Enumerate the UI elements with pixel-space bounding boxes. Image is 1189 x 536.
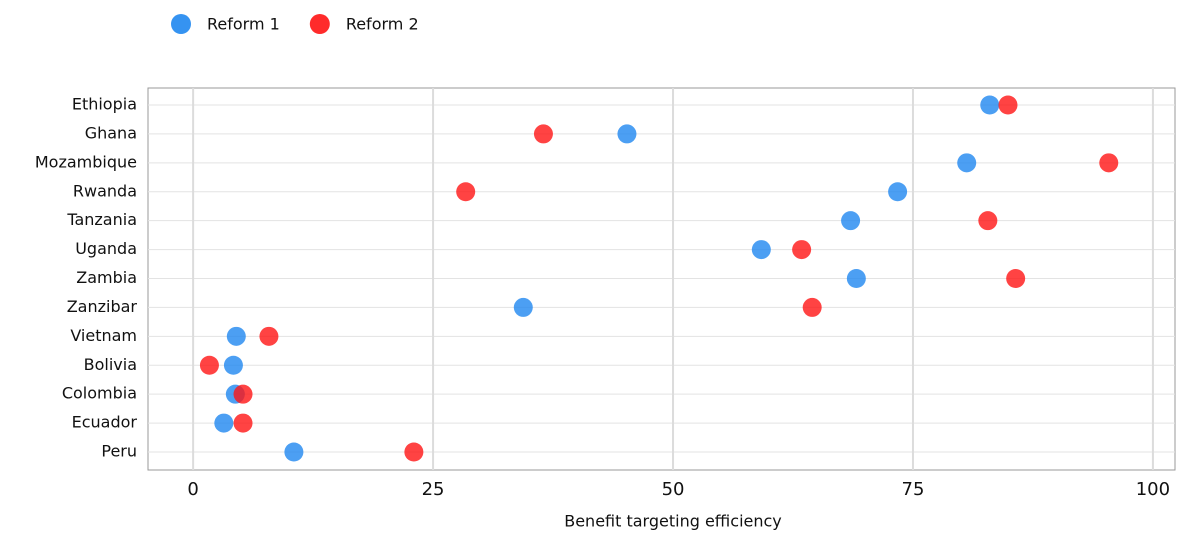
- dot: [456, 182, 476, 202]
- legend-label: Reform 2: [346, 15, 419, 34]
- dot: [233, 413, 253, 433]
- dot: [513, 297, 533, 317]
- dot: [533, 124, 553, 144]
- dot: [998, 95, 1018, 115]
- legend-label: Reform 1: [207, 15, 280, 34]
- dot: [617, 124, 637, 144]
- y-tick-label: Vietnam: [70, 326, 137, 345]
- dot: [226, 326, 246, 346]
- dot: [980, 95, 1000, 115]
- y-tick-label: Zambia: [76, 268, 137, 287]
- legend-marker: [309, 14, 330, 34]
- dot: [751, 240, 771, 260]
- dot: [284, 442, 304, 462]
- x-tick-label: 100: [1136, 479, 1170, 500]
- x-axis-label: Benefit targeting efficiency: [564, 512, 782, 531]
- dot: [841, 211, 861, 231]
- y-tick-label: Mozambique: [35, 152, 137, 171]
- y-tick-label: Zanzibar: [67, 297, 138, 316]
- dot: [1006, 269, 1026, 288]
- y-tick-label: Ghana: [85, 123, 137, 142]
- dot: [846, 269, 866, 288]
- dot: [233, 384, 253, 404]
- x-tick-label: 0: [187, 479, 198, 500]
- dot: [199, 355, 219, 375]
- dot: [214, 413, 234, 433]
- y-tick-label: Tanzania: [66, 210, 137, 229]
- x-tick-label: 25: [422, 479, 445, 500]
- y-tick-label: Colombia: [62, 384, 137, 403]
- y-tick-label: Peru: [101, 442, 137, 461]
- dot: [802, 297, 822, 317]
- dot: [888, 182, 908, 202]
- dot: [223, 355, 243, 375]
- y-tick-label: Uganda: [75, 239, 137, 258]
- x-tick-label: 75: [902, 479, 925, 500]
- dot: [1099, 153, 1119, 173]
- y-tick-label: Rwanda: [73, 181, 137, 200]
- dot: [978, 211, 998, 231]
- dot: [792, 240, 812, 260]
- legend-marker: [171, 14, 191, 34]
- y-tick-label: Ethiopia: [72, 95, 137, 114]
- dot: [957, 153, 977, 173]
- dot: [404, 442, 424, 462]
- y-tick-label: Bolivia: [84, 355, 137, 374]
- dot: [259, 326, 279, 346]
- y-tick-label: Ecuador: [72, 413, 138, 432]
- x-tick-label: 50: [662, 479, 685, 500]
